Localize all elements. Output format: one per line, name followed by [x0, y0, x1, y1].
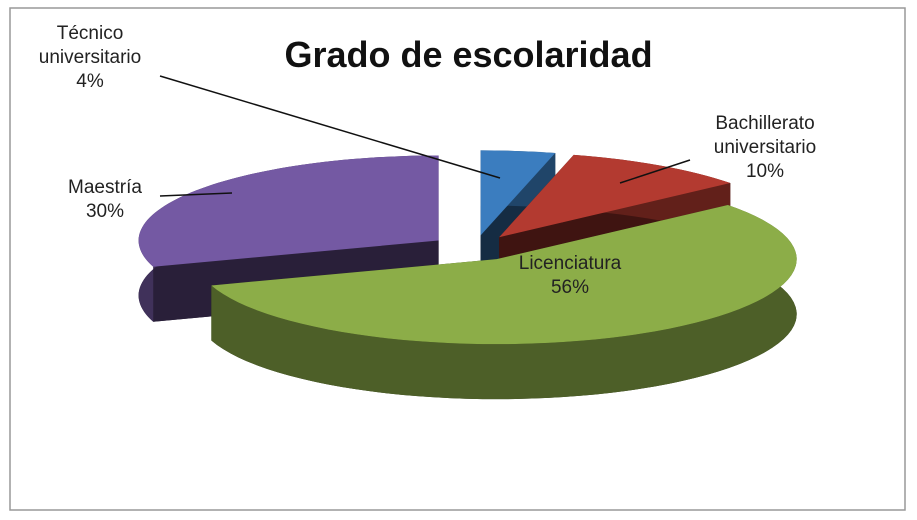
data-label: Licenciatura 56% [480, 252, 660, 300]
category-label: Maestría [68, 177, 142, 198]
slice-top [499, 154, 731, 238]
pie-slice [211, 204, 797, 400]
slice-top [138, 155, 439, 267]
category-label: Licenciatura [518, 253, 622, 274]
value-label: 4% [76, 71, 104, 92]
data-label: Maestría 30% [40, 176, 170, 224]
data-label: Técnico universitario 4% [20, 22, 160, 94]
value-label: 10% [745, 161, 785, 182]
leader-line [619, 159, 691, 184]
slice-top [211, 204, 797, 345]
slice-outer-wall [211, 204, 797, 400]
value-label: 56% [550, 277, 590, 298]
category-label: Técnico universitario [38, 23, 142, 68]
leader-line [159, 75, 501, 179]
data-label: Bachillerato universitario 10% [680, 112, 850, 184]
leader-line [159, 192, 233, 197]
chart-title: Grado de escolaridad [284, 34, 653, 75]
slice-top [480, 150, 556, 236]
value-label: 30% [85, 201, 125, 222]
category-label: Bachillerato universitario [713, 113, 817, 158]
